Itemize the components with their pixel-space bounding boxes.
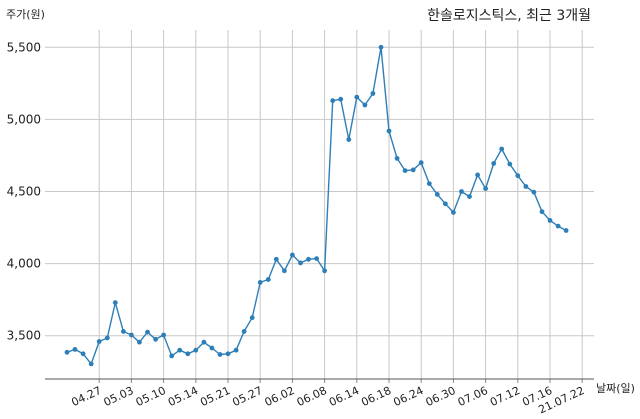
price-data-point xyxy=(185,351,191,357)
price-data-point xyxy=(104,335,110,341)
x-tick-label: 05.14 xyxy=(166,384,200,409)
x-tick-label: 07.12 xyxy=(488,384,522,409)
price-data-point xyxy=(193,347,199,353)
price-data-point xyxy=(386,128,392,134)
price-series-line xyxy=(66,46,567,365)
y-tick-label: 3,500 xyxy=(7,329,41,343)
price-data-point xyxy=(265,277,271,282)
x-tick-label: 06.02 xyxy=(263,384,297,409)
price-data-point xyxy=(217,352,223,357)
y-tick-label: 4,000 xyxy=(7,257,41,271)
price-data-point xyxy=(346,137,352,143)
price-data-point xyxy=(531,189,537,195)
price-data-point xyxy=(241,329,247,334)
price-data-point xyxy=(209,345,215,351)
price-data-point xyxy=(418,160,424,166)
price-data-point xyxy=(475,172,480,178)
price-data-point xyxy=(507,161,513,167)
price-data-point xyxy=(298,260,303,266)
price-data-point xyxy=(290,252,295,258)
price-data-point xyxy=(201,339,207,345)
price-data-point xyxy=(257,280,263,285)
axis-layer: 3,500 4,000 4,500 5,000 5,500 04.2705.0305.10… xyxy=(7,40,594,416)
price-data-point xyxy=(394,156,400,161)
price-data-point xyxy=(225,351,231,357)
y-tick-label: 5,500 xyxy=(7,40,41,54)
price-data-point xyxy=(483,186,488,192)
price-data-point xyxy=(459,189,464,194)
price-data-point xyxy=(338,96,344,102)
price-data-point xyxy=(410,167,416,173)
y-axis-label: 주가(원) xyxy=(6,8,45,21)
price-data-point xyxy=(129,332,134,338)
x-tick-label: 05.03 xyxy=(102,384,136,409)
price-data-point xyxy=(72,347,78,352)
y-tick-label: 4,500 xyxy=(7,185,41,199)
x-tick-label: 05.21 xyxy=(198,384,232,409)
price-data-point xyxy=(322,268,327,274)
price-data-point xyxy=(88,361,94,367)
price-data-point xyxy=(306,256,311,262)
x-axis-label: 날짜(일) xyxy=(596,381,635,395)
price-data-point xyxy=(523,184,529,189)
price-data-point xyxy=(547,218,553,223)
grid-layer xyxy=(45,30,594,379)
price-data-point xyxy=(273,256,279,262)
price-data-point xyxy=(434,192,440,197)
x-tick-label: 06.24 xyxy=(391,384,425,409)
y-tick-label: 5,000 xyxy=(7,112,41,126)
price-data-point xyxy=(314,256,319,261)
price-data-point xyxy=(555,223,561,229)
price-data-point xyxy=(137,339,142,345)
price-data-point xyxy=(330,98,336,104)
price-data-point xyxy=(491,161,497,166)
x-tick-label: 06.18 xyxy=(359,384,393,409)
price-data-point xyxy=(402,168,408,174)
price-data-point xyxy=(249,315,255,321)
price-data-point xyxy=(499,146,505,152)
price-data-point xyxy=(96,339,102,344)
price-data-point xyxy=(112,300,118,305)
x-tick-label: 05.10 xyxy=(134,384,168,409)
price-data-point xyxy=(161,332,167,338)
x-tick-label: 04.27 xyxy=(69,384,103,409)
price-data-point xyxy=(563,228,569,233)
x-tick-label: 07.06 xyxy=(456,384,490,409)
price-data-point xyxy=(169,353,175,359)
price-data-point xyxy=(378,44,384,50)
x-tick-label: 06.30 xyxy=(424,384,458,409)
price-data-point xyxy=(153,336,159,342)
price-data-point xyxy=(362,102,368,108)
x-tick-label: 06.14 xyxy=(327,384,361,409)
price-data-point xyxy=(64,349,70,355)
price-data-point xyxy=(426,181,432,187)
price-data-point xyxy=(515,173,521,179)
price-data-point xyxy=(80,351,86,357)
price-data-point xyxy=(370,91,376,96)
price-data-point xyxy=(354,94,360,100)
x-tick-label: 05.27 xyxy=(230,384,264,409)
text-layer: 한솔로지스틱스, 최근 3개월 주가(원) 날짜(일) xyxy=(6,8,635,395)
price-data-point xyxy=(467,194,472,200)
price-data-point xyxy=(539,209,545,215)
price-data-point xyxy=(121,329,126,334)
series-layer xyxy=(64,44,569,367)
price-data-point xyxy=(145,329,150,335)
price-data-point xyxy=(282,268,287,274)
price-data-point xyxy=(177,347,183,353)
price-data-point xyxy=(233,347,239,353)
chart-title: 한솔로지스틱스, 최근 3개월 xyxy=(427,8,591,24)
price-data-point xyxy=(443,201,448,207)
x-tick-label: 06.08 xyxy=(295,384,329,409)
price-data-point xyxy=(451,210,456,215)
